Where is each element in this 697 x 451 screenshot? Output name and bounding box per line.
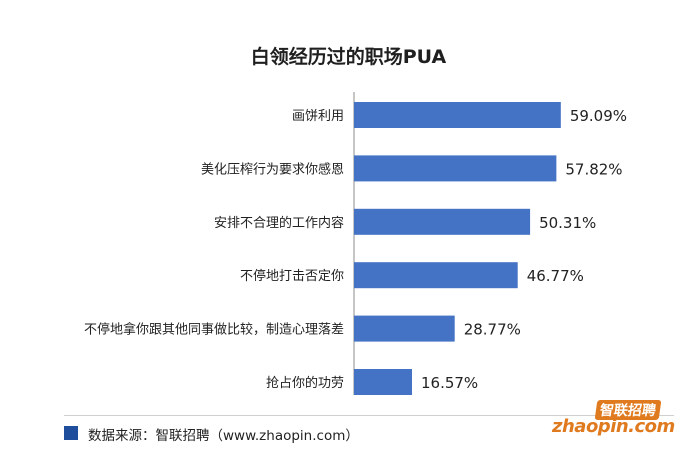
footer-divider <box>64 415 674 416</box>
value-label: 50.31% <box>539 214 596 232</box>
bar <box>354 315 455 342</box>
bar <box>354 102 561 128</box>
value-label: 57.82% <box>565 160 622 178</box>
chart-title: 白领经历过的职场PUA <box>250 46 447 68</box>
category-label: 美化压榨行为要求你感恩 <box>201 161 344 177</box>
source-text: 数据来源：智联招聘（www.zhaopin.com） <box>88 428 359 444</box>
bar <box>354 155 557 182</box>
bar <box>354 208 531 235</box>
logo-english-text: zhaopin.com <box>552 416 675 437</box>
value-label: 59.09% <box>570 107 627 125</box>
category-label: 不停地打击否定你 <box>240 268 344 284</box>
value-label: 46.77% <box>527 267 584 285</box>
bar <box>354 369 412 395</box>
value-label: 16.57% <box>421 374 478 392</box>
category-label: 不停地拿你跟其他同事做比较，制造心理落差 <box>84 322 344 338</box>
category-label: 安排不合理的工作内容 <box>214 215 344 231</box>
bar <box>354 262 518 289</box>
category-label: 抢占你的功劳 <box>266 375 344 391</box>
value-label: 28.77% <box>464 321 521 339</box>
source-marker-icon <box>64 426 78 440</box>
bars-layer: 画饼利用 59.09% 美化压榨行为要求你感恩 57.82% 安排不合理的工作内容 50.… <box>84 102 627 395</box>
zhaopin-logo: 智联招聘 zhaopin.com <box>552 398 675 440</box>
category-label: 画饼利用 <box>292 109 344 124</box>
